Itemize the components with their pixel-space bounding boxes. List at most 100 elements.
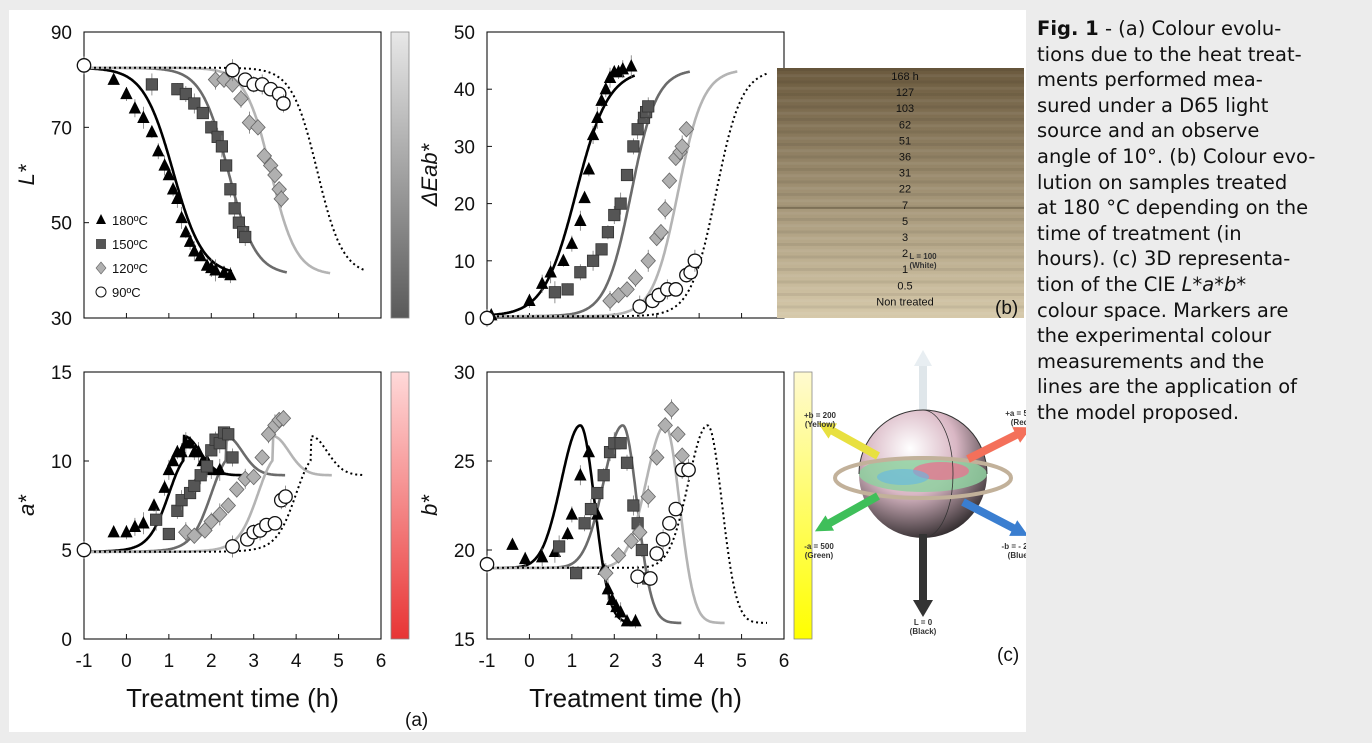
data-point-square [220, 159, 233, 172]
strip-texture-line [777, 261, 1024, 265]
data-point-square [215, 140, 228, 153]
data-point-square [608, 208, 621, 222]
data-point-square [175, 494, 188, 507]
data-point-diamond [178, 523, 194, 541]
data-point-diamond [245, 468, 262, 486]
caption-line: colour space. Markers are [1037, 298, 1289, 322]
data-point-square [597, 469, 610, 482]
data-point-triangle [591, 507, 604, 520]
data-point-triangle [162, 462, 176, 476]
strip-label: 5 [902, 216, 908, 228]
data-point-triangle [557, 253, 570, 266]
data-point-diamond [640, 252, 656, 270]
strip-texture-line [777, 105, 1024, 109]
data-point-triangle [192, 444, 205, 458]
data-point-triangle [147, 498, 161, 511]
data-point-triangle [179, 225, 193, 238]
sphere-label-top: L = 100 [909, 252, 937, 261]
data-point-diamond [663, 401, 680, 418]
data-point-triangle [614, 605, 627, 618]
legend-label: 120ºC [112, 261, 148, 276]
data-point-triangle [523, 293, 536, 307]
data-point-diamond [254, 449, 270, 466]
x-tick-label: 3 [248, 651, 259, 672]
strip-label: 51 [899, 135, 911, 147]
data-point-triangle [152, 143, 165, 157]
series-curve [84, 434, 365, 553]
colorbar [793, 371, 813, 640]
sphere-label-red2: (Red) [1011, 418, 1026, 427]
data-point-diamond [661, 172, 678, 190]
y-tick-label: 50 [51, 214, 72, 235]
y-tick-label: 5 [61, 541, 72, 562]
data-point-triangle [137, 516, 150, 529]
sphere-label-blue2: (Blue) [1008, 551, 1026, 560]
data-point-triangle [107, 72, 120, 85]
data-point-diamond [256, 147, 273, 165]
sphere-label-yellow: +b = 200 [804, 411, 837, 420]
data-point-triangle [171, 191, 184, 205]
data-point-circle [76, 542, 92, 558]
data-point-diamond [631, 523, 648, 541]
series-curve [487, 74, 636, 317]
strip-label: 31 [899, 168, 911, 180]
data-point-triangle [213, 462, 226, 476]
data-point-triangle [565, 236, 579, 249]
sphere-label-bottom: L = 0 [914, 618, 933, 627]
strip-texture-line [777, 205, 1024, 209]
data-point-diamond [670, 426, 686, 443]
data-point-triangle [145, 124, 159, 138]
y-tick-label: 10 [454, 252, 475, 273]
series-curve [487, 72, 768, 318]
data-point-triangle [128, 519, 142, 533]
strip-texture-line [777, 111, 1024, 115]
strip-label: 2 [902, 248, 908, 260]
data-point-triangle [175, 444, 188, 458]
data-point-square [196, 106, 209, 120]
data-point-diamond [186, 527, 203, 545]
strip-texture-line [777, 174, 1024, 178]
strip-texture-line [777, 193, 1024, 196]
strip-background [777, 68, 1024, 318]
strip-texture-line [777, 243, 1024, 246]
y-tick-label: 70 [51, 118, 72, 139]
y-tick-label: 15 [51, 363, 72, 384]
x-axis-title: Treatment time (h) [126, 683, 339, 713]
data-point-square [620, 168, 634, 182]
y-tick-label: 40 [454, 80, 475, 101]
data-point-square [200, 460, 214, 473]
arrow-yellow [829, 426, 880, 460]
caption-line: lution on samples treated [1037, 170, 1288, 194]
caption-line: time of treatment (in [1037, 221, 1242, 245]
x-tick-label: 6 [779, 651, 790, 672]
data-point-circle [278, 489, 293, 504]
data-point-triangle [582, 444, 596, 458]
y-tick-label: 30 [51, 309, 72, 330]
rotation-ring [833, 456, 1013, 500]
strip-label: 168 h [891, 71, 919, 83]
data-point-triangle [209, 263, 222, 276]
y-tick-label: 15 [454, 630, 475, 651]
data-point-triangle [137, 110, 150, 123]
data-point-diamond [627, 269, 644, 287]
sphere-label-top2: (White) [909, 261, 936, 270]
strip-label: 0.5 [897, 280, 912, 292]
cielab-sphere: L = 100(White) +b = 200(Yellow) +a = 500(R… [804, 252, 1026, 666]
arrow-green [826, 492, 880, 528]
data-point-square [595, 243, 608, 256]
caption-line: ments performed mea- [1037, 68, 1263, 92]
strip-texture-line [777, 86, 1024, 90]
equator-blue [877, 469, 929, 485]
strip-texture-line [777, 74, 1024, 78]
data-point-circle [76, 58, 92, 73]
sphere-label-green: -a = 500 [804, 542, 834, 551]
caption-line: lines are the application of [1037, 375, 1298, 399]
data-point-circle [662, 515, 677, 531]
strip-texture-line [777, 224, 1024, 228]
data-point-square [635, 543, 648, 557]
data-point-diamond [216, 71, 232, 88]
data-point-triangle [574, 468, 587, 481]
legend-label: 150ºC [112, 237, 148, 252]
strip-label: 22 [899, 184, 911, 196]
y-tick-label: 10 [51, 452, 72, 473]
